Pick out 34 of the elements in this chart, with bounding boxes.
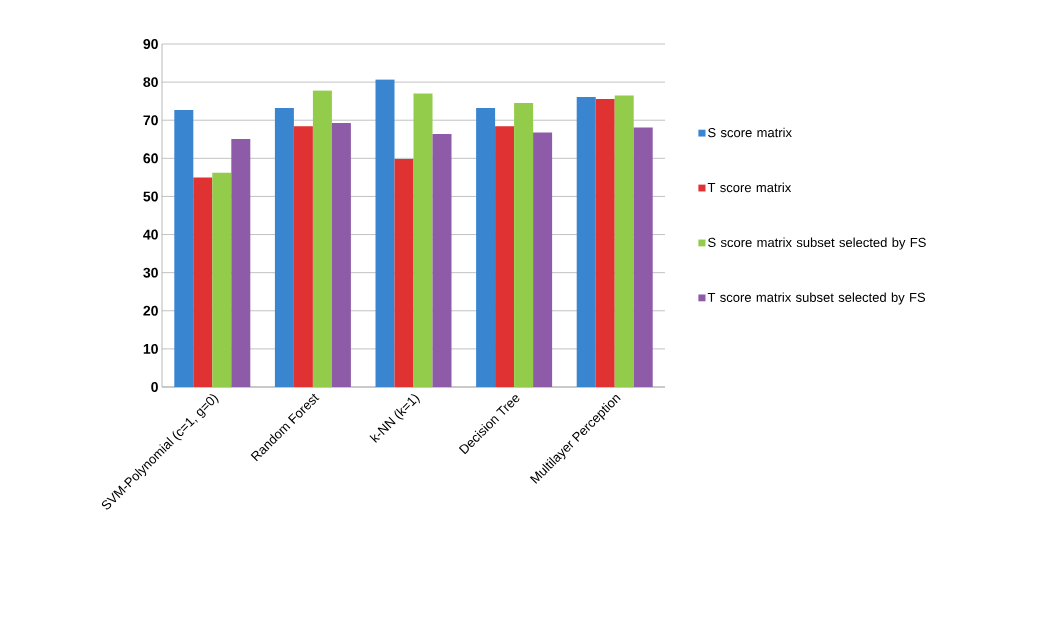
legend-label: S score matrix subset selected by FS: [708, 237, 926, 250]
bar: [174, 109, 194, 387]
bar: [331, 122, 351, 387]
y-tick-label: 10: [143, 343, 158, 354]
y-tick-label: 0: [151, 382, 158, 392]
bar: [533, 132, 553, 387]
y-tick-label: 20: [143, 305, 158, 316]
legend-label: S score matrix: [708, 127, 792, 138]
bar: [413, 93, 433, 387]
bar: [394, 159, 414, 387]
bar: [212, 172, 232, 387]
y-tick-label: 40: [143, 229, 158, 240]
bar: [193, 177, 213, 387]
bar: [595, 98, 615, 387]
bar: [476, 108, 496, 387]
bar: [495, 126, 515, 387]
bar: [293, 126, 313, 387]
y-tick-label: 50: [143, 191, 158, 202]
bar: [633, 127, 653, 387]
bar: [514, 103, 534, 387]
bar: [432, 133, 452, 387]
y-tick-label: 80: [143, 77, 158, 88]
bar: [576, 96, 596, 387]
bar: [312, 90, 332, 387]
y-tick-label: 30: [143, 267, 158, 278]
bar: [274, 108, 294, 387]
bar: [231, 138, 251, 387]
legend-label: T score matrix: [707, 182, 792, 193]
y-tick-label: 70: [143, 115, 158, 126]
bar: [614, 95, 634, 387]
y-tick-label: 90: [143, 39, 158, 49]
bar: [375, 79, 395, 387]
legend-label: T score matrix subset selected by FS: [707, 292, 926, 305]
y-tick-label: 60: [143, 153, 158, 164]
